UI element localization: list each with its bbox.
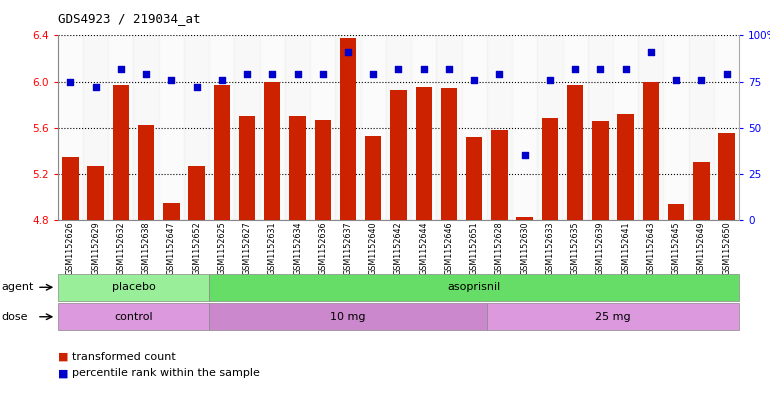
Bar bbox=[239, 116, 255, 220]
Point bbox=[670, 77, 682, 83]
Point bbox=[165, 77, 177, 83]
Bar bbox=[714, 35, 739, 220]
Bar bbox=[209, 35, 234, 220]
Bar bbox=[718, 134, 735, 220]
Bar bbox=[613, 35, 638, 220]
Bar bbox=[487, 35, 512, 220]
Bar bbox=[189, 166, 205, 220]
Bar bbox=[688, 35, 714, 220]
Bar bbox=[360, 35, 386, 220]
Text: 25 mg: 25 mg bbox=[595, 312, 631, 322]
Bar bbox=[693, 162, 709, 220]
Point bbox=[594, 66, 607, 72]
Bar bbox=[159, 35, 184, 220]
Bar bbox=[588, 35, 613, 220]
Bar bbox=[285, 35, 310, 220]
Bar bbox=[234, 35, 259, 220]
Point bbox=[695, 77, 708, 83]
Bar bbox=[386, 35, 411, 220]
Bar bbox=[466, 137, 482, 220]
Bar bbox=[592, 121, 608, 220]
Bar bbox=[416, 87, 432, 220]
Bar bbox=[290, 116, 306, 220]
Point bbox=[721, 71, 733, 77]
Bar bbox=[62, 156, 79, 220]
Bar bbox=[643, 82, 659, 220]
Point bbox=[544, 77, 556, 83]
Bar bbox=[411, 35, 437, 220]
Text: ■: ■ bbox=[58, 352, 69, 362]
Point bbox=[443, 66, 455, 72]
Bar bbox=[315, 119, 331, 220]
Point bbox=[494, 71, 506, 77]
Bar bbox=[83, 35, 109, 220]
Bar bbox=[542, 119, 558, 220]
Bar bbox=[437, 35, 461, 220]
Bar bbox=[563, 35, 588, 220]
Bar bbox=[537, 35, 563, 220]
Bar bbox=[112, 85, 129, 220]
Point bbox=[417, 66, 430, 72]
Text: control: control bbox=[114, 312, 152, 322]
Point bbox=[140, 71, 152, 77]
Bar bbox=[213, 85, 230, 220]
Text: placebo: placebo bbox=[112, 282, 156, 292]
Point bbox=[367, 71, 380, 77]
Bar bbox=[638, 35, 664, 220]
Point bbox=[216, 77, 228, 83]
Point bbox=[392, 66, 404, 72]
Point bbox=[644, 49, 657, 55]
Text: percentile rank within the sample: percentile rank within the sample bbox=[72, 368, 260, 378]
Point bbox=[619, 66, 631, 72]
Text: asoprisnil: asoprisnil bbox=[447, 282, 500, 292]
Bar bbox=[184, 35, 209, 220]
Bar bbox=[336, 35, 360, 220]
Text: agent: agent bbox=[2, 282, 34, 292]
Bar bbox=[58, 35, 83, 220]
Point bbox=[518, 152, 531, 158]
Bar bbox=[310, 35, 336, 220]
Point bbox=[64, 79, 76, 85]
Point bbox=[316, 71, 329, 77]
Bar bbox=[365, 136, 381, 220]
Bar bbox=[88, 166, 104, 220]
Bar bbox=[138, 125, 154, 220]
Bar bbox=[461, 35, 487, 220]
Bar bbox=[668, 204, 685, 220]
Bar bbox=[517, 217, 533, 220]
Bar bbox=[512, 35, 537, 220]
Bar bbox=[163, 203, 179, 220]
Bar bbox=[390, 90, 407, 220]
Point bbox=[291, 71, 303, 77]
Text: ■: ■ bbox=[58, 368, 69, 378]
Point bbox=[115, 66, 127, 72]
Bar bbox=[440, 88, 457, 220]
Text: 10 mg: 10 mg bbox=[330, 312, 366, 322]
Text: dose: dose bbox=[2, 312, 28, 322]
Point bbox=[89, 84, 102, 90]
Text: transformed count: transformed count bbox=[72, 352, 176, 362]
Bar bbox=[618, 114, 634, 220]
Point bbox=[468, 77, 480, 83]
Bar bbox=[264, 82, 280, 220]
Bar bbox=[567, 85, 584, 220]
Point bbox=[342, 49, 354, 55]
Bar bbox=[664, 35, 688, 220]
Point bbox=[266, 71, 279, 77]
Text: GDS4923 / 219034_at: GDS4923 / 219034_at bbox=[58, 12, 200, 25]
Bar bbox=[491, 130, 507, 220]
Bar bbox=[259, 35, 285, 220]
Point bbox=[569, 66, 581, 72]
Bar bbox=[133, 35, 159, 220]
Point bbox=[241, 71, 253, 77]
Bar bbox=[340, 38, 357, 220]
Bar bbox=[109, 35, 133, 220]
Point bbox=[190, 84, 203, 90]
